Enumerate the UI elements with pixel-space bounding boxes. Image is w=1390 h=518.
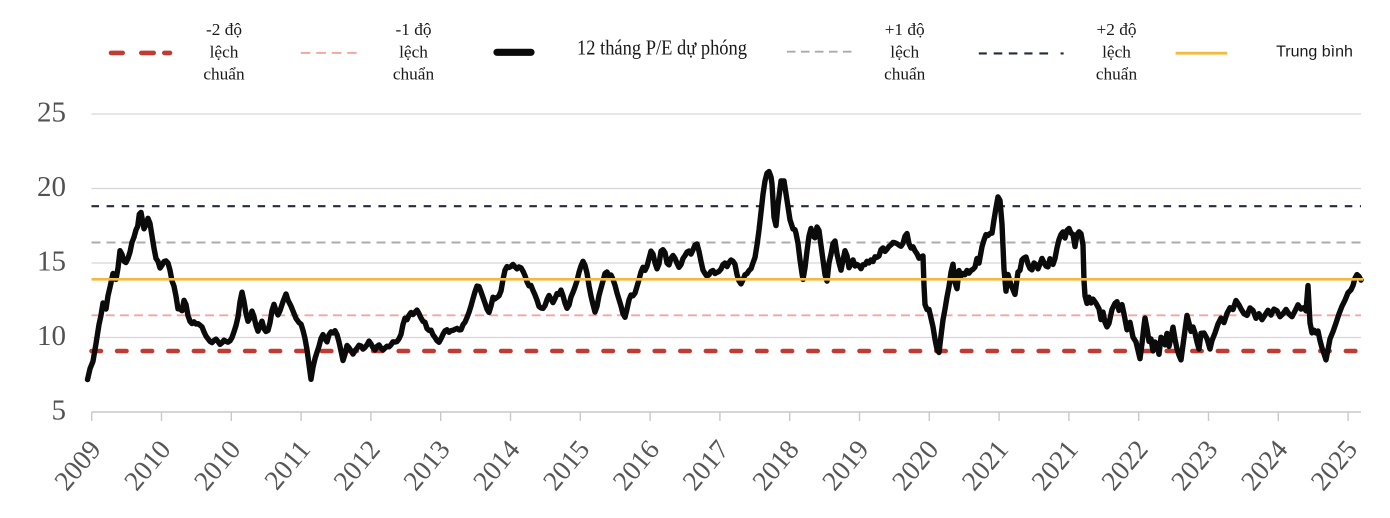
svg-text:lệch: lệch <box>210 42 239 61</box>
svg-text:lệch: lệch <box>399 42 428 61</box>
svg-text:chuẩn: chuẩn <box>393 65 435 84</box>
svg-text:-2 độ: -2 độ <box>206 20 242 39</box>
svg-text:12 tháng P/E dự phóng: 12 tháng P/E dự phóng <box>577 36 747 60</box>
svg-text:25: 25 <box>37 97 66 129</box>
svg-text:10: 10 <box>37 320 66 352</box>
svg-text:20: 20 <box>37 171 66 203</box>
svg-text:5: 5 <box>52 395 67 427</box>
svg-text:-1 độ: -1 độ <box>396 20 432 39</box>
svg-text:lệch: lệch <box>890 42 919 61</box>
svg-text:lệch: lệch <box>1102 42 1131 61</box>
svg-text:+1 độ: +1 độ <box>885 20 925 39</box>
svg-text:+2 độ: +2 độ <box>1097 20 1137 39</box>
svg-text:chuẩn: chuẩn <box>884 65 926 84</box>
svg-text:chuẩn: chuẩn <box>203 65 245 84</box>
svg-text:chuẩn: chuẩn <box>1096 65 1138 84</box>
svg-text:15: 15 <box>37 246 66 278</box>
svg-text:Trung bình: Trung bình <box>1276 44 1353 61</box>
